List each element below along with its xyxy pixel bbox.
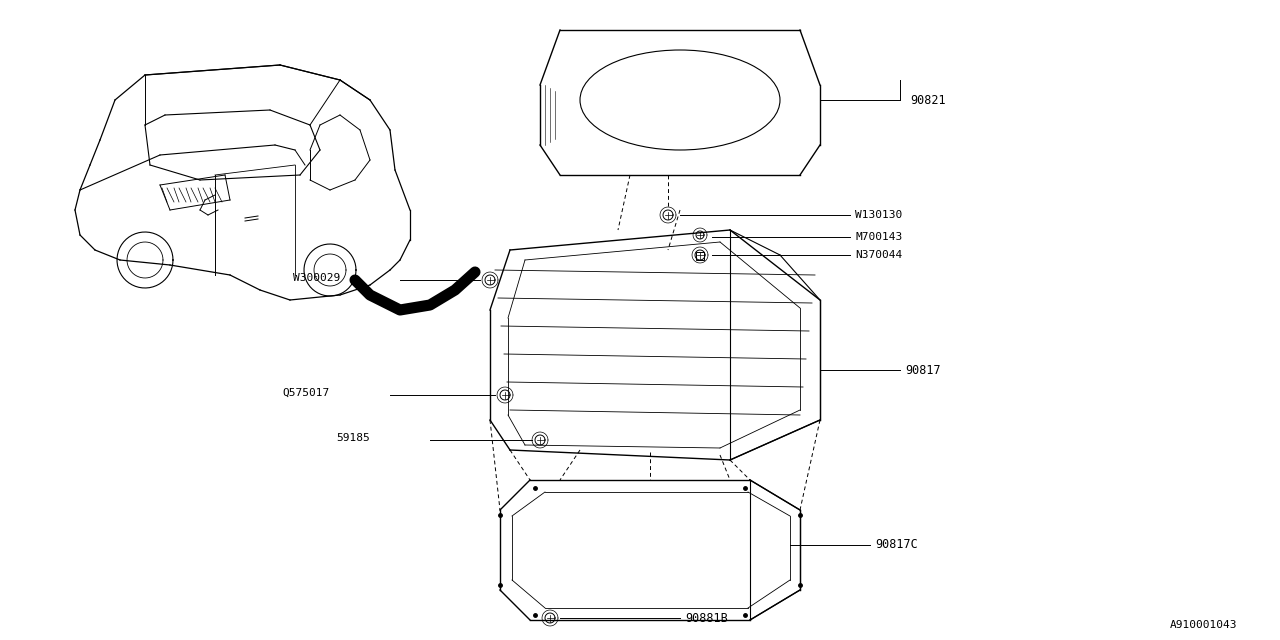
Text: 59185: 59185	[337, 433, 370, 443]
Text: 90881B: 90881B	[685, 611, 728, 625]
Text: A910001043: A910001043	[1170, 620, 1238, 630]
Text: 90817: 90817	[905, 364, 941, 376]
Text: M700143: M700143	[855, 232, 902, 242]
Text: 90821: 90821	[910, 93, 946, 106]
Text: 90817C: 90817C	[876, 538, 918, 552]
Text: Q575017: Q575017	[283, 388, 330, 398]
Bar	[696, 252, 704, 260]
Text: W300029: W300029	[293, 273, 340, 283]
Text: N370044: N370044	[855, 250, 902, 260]
Text: W130130: W130130	[855, 210, 902, 220]
